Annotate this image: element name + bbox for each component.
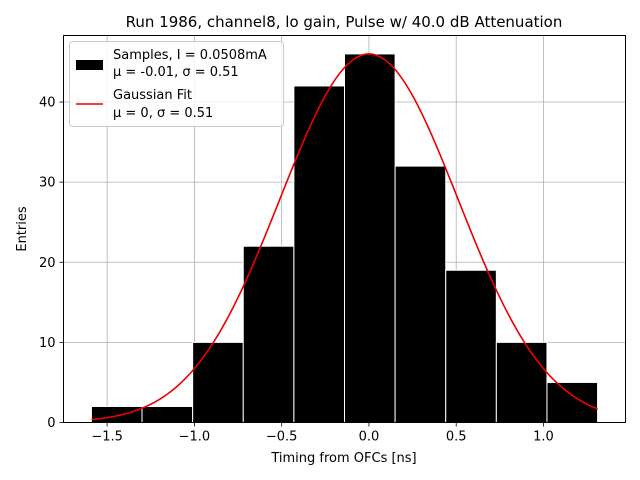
y-tick-label: 10	[39, 336, 56, 351]
legend-samples-stats: μ = -0.01, σ = 0.51	[113, 65, 239, 80]
histogram-bar	[242, 245, 295, 423]
legend-samples-swatch	[76, 60, 103, 70]
histogram-bar	[344, 53, 396, 424]
y-axis-label: Entries	[15, 206, 30, 252]
y-tick-label: 0	[47, 416, 55, 431]
y-tick-label: 40	[39, 96, 56, 111]
histogram-bar	[90, 405, 143, 424]
x-tick-label: 1.0	[533, 430, 554, 445]
legend-samples-label: Samples, I = 0.0508mA	[113, 48, 267, 63]
x-tick-label: −1.0	[179, 430, 211, 445]
fit-curve	[91, 53, 598, 421]
histogram-bar	[192, 341, 244, 423]
y-axis-ticks: 0 10 20 30 40	[39, 96, 64, 431]
x-tick-label: 0.0	[359, 430, 380, 445]
legend-box	[69, 41, 284, 127]
histogram-bar	[293, 85, 346, 423]
y-tick-label: 20	[39, 256, 56, 271]
x-axis-label: Timing from OFCs [ns]	[270, 451, 416, 466]
histogram-bar	[546, 381, 599, 424]
gaussian-fit	[91, 53, 598, 421]
x-axis-ticks: −1.5 −1.0 −0.5 0.0 0.5 1.0	[91, 422, 554, 445]
plot-frame	[63, 35, 626, 423]
y-tick-label: 30	[39, 176, 56, 191]
x-tick-label: −1.5	[91, 430, 123, 445]
histogram-bar	[394, 165, 447, 423]
chart-title: Run 1986, channel8, lo gain, Pulse w/ 40…	[126, 13, 563, 31]
legend-fit-stats: μ = 0, σ = 0.51	[113, 106, 213, 121]
legend-fit-label: Gaussian Fit	[113, 88, 192, 103]
histogram-bars	[90, 53, 599, 424]
legend: Samples, I = 0.0508mA μ = -0.01, σ = 0.5…	[69, 41, 284, 127]
histogram-bar	[495, 341, 548, 423]
histogram-bar	[141, 405, 194, 424]
histogram-bar	[445, 269, 497, 423]
x-tick-label: 0.5	[446, 430, 467, 445]
x-tick-label: −0.5	[266, 430, 298, 445]
